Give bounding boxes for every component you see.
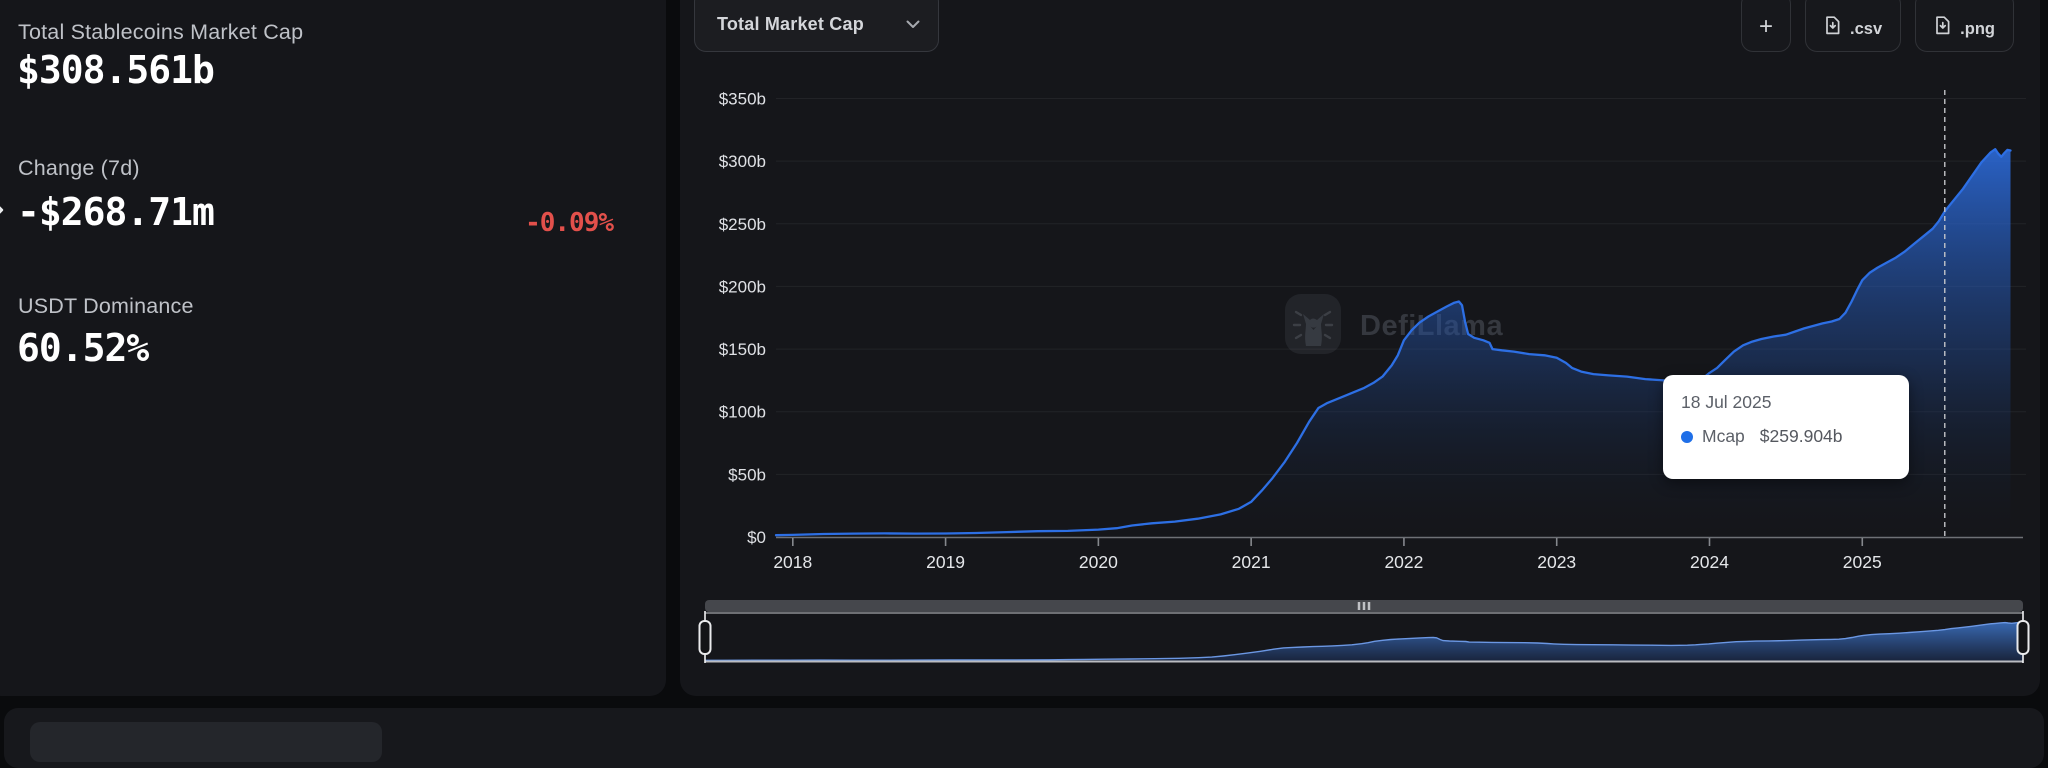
file-download-icon	[1824, 16, 1841, 39]
tooltip-date: 18 Jul 2025	[1681, 392, 1772, 412]
add-chart-button[interactable]: +	[1741, 0, 1792, 52]
brush-area	[705, 622, 2023, 661]
file-download-icon	[1934, 16, 1951, 39]
brush-grip-icon[interactable]	[1362, 602, 1366, 610]
change-percent: -0.09%	[525, 208, 614, 238]
x-axis-label: 2020	[1079, 552, 1118, 572]
plus-icon: +	[1759, 13, 1774, 40]
mcap-line	[774, 148, 2012, 537]
y-axis-label: $250b	[719, 215, 766, 234]
chart-tooltip: 18 Jul 2025 Mcap $259.904b	[1663, 375, 1909, 479]
brush-handle-right[interactable]	[2016, 620, 2030, 655]
x-axis-label: 2018	[773, 552, 812, 572]
stats-panel: Total Stablecoins Market Cap $308.561b C…	[0, 0, 666, 696]
x-axis-label: 2025	[1843, 552, 1882, 572]
metric-dropdown[interactable]: Total Market Cap	[694, 0, 939, 52]
y-axis-label: $300b	[719, 152, 766, 171]
chart-svg: $0 $50b $100b $150b $200b $250b $300b $350b 2018…	[698, 90, 2030, 663]
x-axis-label: 2022	[1384, 552, 1423, 572]
usdt-dominance-label: USDT Dominance	[18, 294, 194, 318]
y-axis-label: $350b	[719, 90, 766, 109]
brush-handle-left[interactable]	[698, 620, 712, 655]
total-mcap-value: $308.561b	[17, 48, 215, 92]
csv-button-label: .csv	[1850, 20, 1883, 38]
brush-grip-icon[interactable]	[1367, 602, 1371, 610]
y-axis-label: $100b	[719, 403, 766, 422]
y-axis-label: $150b	[719, 340, 766, 359]
y-axis-label: $50b	[728, 465, 766, 484]
download-csv-button[interactable]: .csv	[1805, 0, 1902, 52]
change-7d-value: -$268.71m	[17, 190, 215, 234]
series-dot-icon	[1681, 430, 1693, 443]
tooltip-series-value: $259.904b	[1759, 426, 1843, 446]
metric-dropdown-label: Total Market Cap	[717, 13, 864, 34]
brush-grip-icon[interactable]	[1357, 602, 1361, 610]
x-axis-label: 2021	[1232, 552, 1271, 572]
total-mcap-label: Total Stablecoins Market Cap	[18, 20, 304, 44]
y-axis-label: $0	[747, 528, 766, 547]
png-button-label: .png	[1960, 20, 1995, 38]
y-axis-label: $200b	[719, 277, 766, 296]
download-png-button[interactable]: .png	[1915, 0, 2014, 52]
change-7d-label: Change (7d)	[18, 156, 140, 180]
brush-line	[705, 621, 2022, 661]
x-axis-label: 2024	[1690, 552, 1729, 572]
chevron-down-icon	[906, 8, 920, 34]
usdt-dominance-value: 60.52%	[17, 326, 149, 370]
x-axis-label: 2019	[926, 552, 965, 572]
x-axis-label: 2023	[1537, 552, 1576, 572]
chart-toolbar: + .csv .png	[1741, 0, 2014, 52]
expand-change-chevron-icon[interactable]	[0, 198, 6, 222]
tooltip-series-name: Mcap	[1702, 426, 1745, 446]
